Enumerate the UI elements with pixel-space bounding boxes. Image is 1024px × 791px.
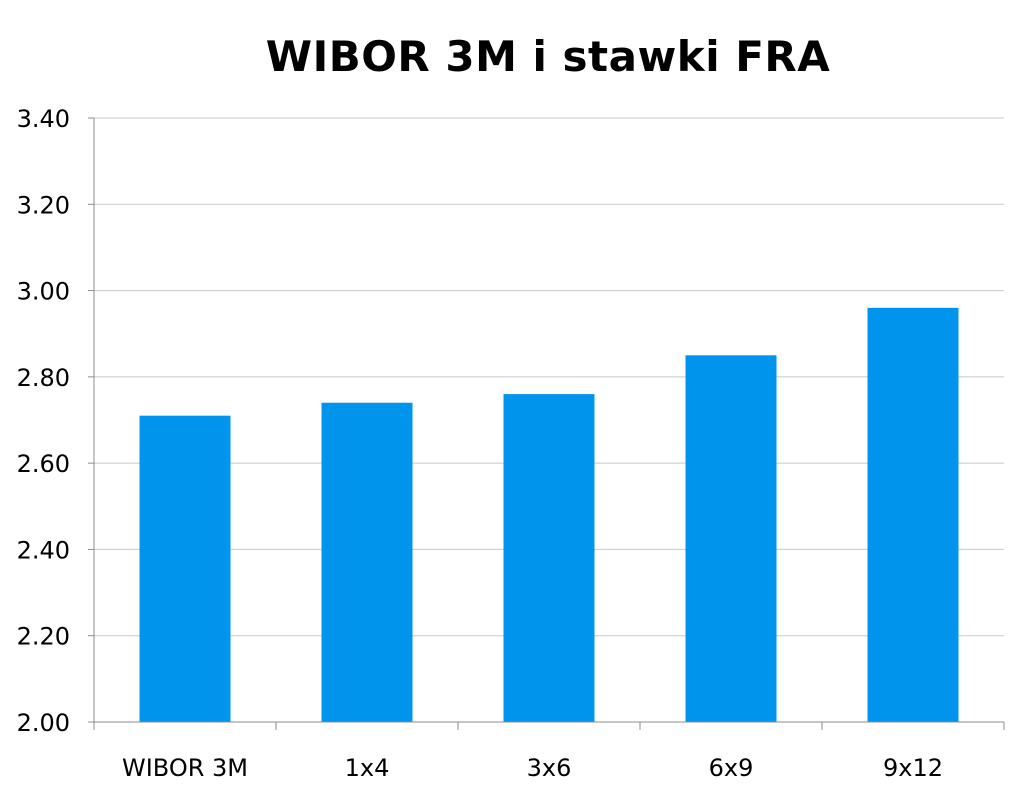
x-tick-label: WIBOR 3M xyxy=(122,754,248,782)
y-tick-label: 3.40 xyxy=(17,105,70,133)
y-tick-label: 2.00 xyxy=(17,709,70,737)
x-tick-label: 6x9 xyxy=(709,754,754,782)
axes xyxy=(88,117,1005,730)
x-tick-label: 1x4 xyxy=(345,754,390,782)
y-tick-labels: 2.00 2.20 2.40 2.60 2.80 3.00 3.20 3.40 xyxy=(17,105,70,737)
bar-1x4 xyxy=(321,402,413,722)
chart-title: WIBOR 3M i stawki FRA xyxy=(265,32,831,81)
y-tick-label: 3.00 xyxy=(17,278,70,306)
x-tick-labels: WIBOR 3M 1x4 3x6 6x9 9x12 xyxy=(122,754,943,782)
bar-wibor-3m xyxy=(139,415,231,722)
y-tick-label: 3.20 xyxy=(17,191,70,219)
y-tick-label: 2.60 xyxy=(17,450,70,478)
bar-3x6 xyxy=(503,394,595,722)
y-tick-label: 2.20 xyxy=(17,623,70,651)
bars xyxy=(139,307,959,722)
x-tick-label: 3x6 xyxy=(527,754,572,782)
y-tick-label: 2.40 xyxy=(17,536,70,564)
bar-9x12 xyxy=(867,307,959,722)
bar-6x9 xyxy=(685,355,777,722)
y-tick-label: 2.80 xyxy=(17,364,70,392)
x-tick-label: 9x12 xyxy=(883,754,943,782)
